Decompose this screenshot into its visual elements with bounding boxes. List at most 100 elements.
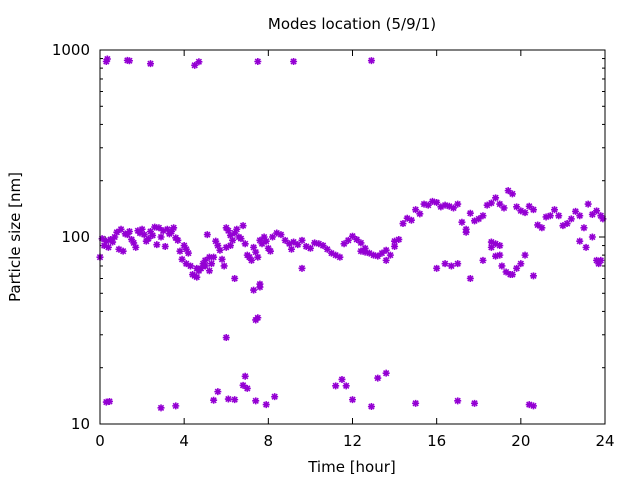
data-point (529, 402, 537, 410)
data-point (454, 200, 462, 208)
data-point (130, 239, 138, 247)
data-point (433, 198, 441, 206)
data-point (567, 215, 575, 223)
data-point (102, 237, 110, 245)
data-point (159, 227, 167, 235)
data-point (102, 57, 110, 65)
data-points (96, 55, 607, 412)
chart-title: Modes location (5/9/1) (268, 15, 436, 33)
data-point (445, 202, 453, 210)
data-point (382, 246, 390, 254)
data-point (220, 262, 228, 270)
data-point (233, 225, 241, 233)
data-point (103, 55, 111, 63)
data-point (231, 229, 239, 237)
data-point (201, 262, 209, 270)
data-point (250, 286, 258, 294)
data-point (338, 375, 346, 383)
data-point (483, 201, 491, 209)
data-point (271, 393, 279, 401)
data-point (250, 243, 258, 251)
data-point (147, 60, 154, 68)
data-point (458, 218, 466, 226)
data-point (151, 223, 159, 231)
data-point (248, 256, 255, 264)
data-point (147, 228, 154, 236)
data-point (508, 271, 516, 279)
data-point (395, 235, 403, 243)
data-point (195, 58, 203, 66)
data-point (441, 260, 449, 268)
data-point (529, 272, 537, 280)
plot-frame (99, 49, 606, 425)
data-point (174, 236, 182, 244)
data-point (302, 242, 310, 250)
data-point (593, 256, 601, 264)
data-point (205, 267, 213, 275)
data-point (496, 200, 504, 208)
data-point (349, 396, 356, 404)
data-point (340, 240, 348, 248)
data-point (119, 247, 127, 255)
data-point (237, 235, 245, 243)
data-point (138, 225, 146, 233)
x-tick-label: 24 (595, 432, 614, 450)
data-point (191, 61, 199, 69)
data-point (128, 235, 136, 243)
data-point (111, 233, 119, 241)
data-point (315, 240, 323, 248)
data-point (277, 231, 285, 239)
data-point (582, 243, 590, 251)
data-point (597, 256, 605, 264)
data-point (492, 252, 500, 260)
data-point (260, 233, 268, 241)
data-point (252, 248, 260, 256)
x-axis-label: Time [hour] (307, 458, 396, 476)
data-point (433, 264, 441, 272)
data-point (226, 242, 234, 250)
data-point (576, 237, 584, 245)
data-point (306, 244, 314, 252)
data-point (241, 372, 249, 380)
data-point (224, 227, 232, 235)
data-point (365, 249, 373, 257)
data-point (487, 199, 495, 207)
x-tick-label: 8 (264, 432, 274, 450)
data-point (319, 242, 327, 250)
data-point (513, 264, 521, 272)
x-tick-label: 4 (179, 432, 189, 450)
data-point (593, 207, 601, 215)
y-tick-label: 100 (61, 228, 90, 246)
data-point (290, 238, 298, 246)
data-point (412, 399, 420, 407)
data-point (157, 404, 165, 412)
data-point (399, 220, 407, 228)
data-point (254, 253, 262, 261)
data-point (254, 57, 262, 65)
data-point (454, 260, 462, 268)
data-point (521, 251, 529, 259)
data-point (450, 204, 457, 212)
data-point (161, 242, 169, 250)
data-point (521, 209, 529, 217)
data-point (140, 231, 148, 239)
data-point (370, 251, 378, 259)
data-point (243, 384, 251, 392)
data-point (203, 231, 211, 239)
data-point (252, 316, 260, 324)
data-point (403, 214, 411, 222)
data-point (98, 235, 106, 243)
data-point (239, 222, 247, 230)
data-point (424, 201, 432, 209)
data-point (224, 395, 232, 403)
data-point (479, 212, 487, 220)
data-point (290, 57, 298, 65)
data-point (298, 264, 306, 272)
data-point (349, 232, 356, 240)
data-point (123, 231, 131, 239)
data-point (294, 241, 302, 249)
data-point (496, 251, 504, 259)
data-point (471, 399, 479, 407)
data-point (498, 262, 506, 270)
data-point (447, 262, 455, 270)
